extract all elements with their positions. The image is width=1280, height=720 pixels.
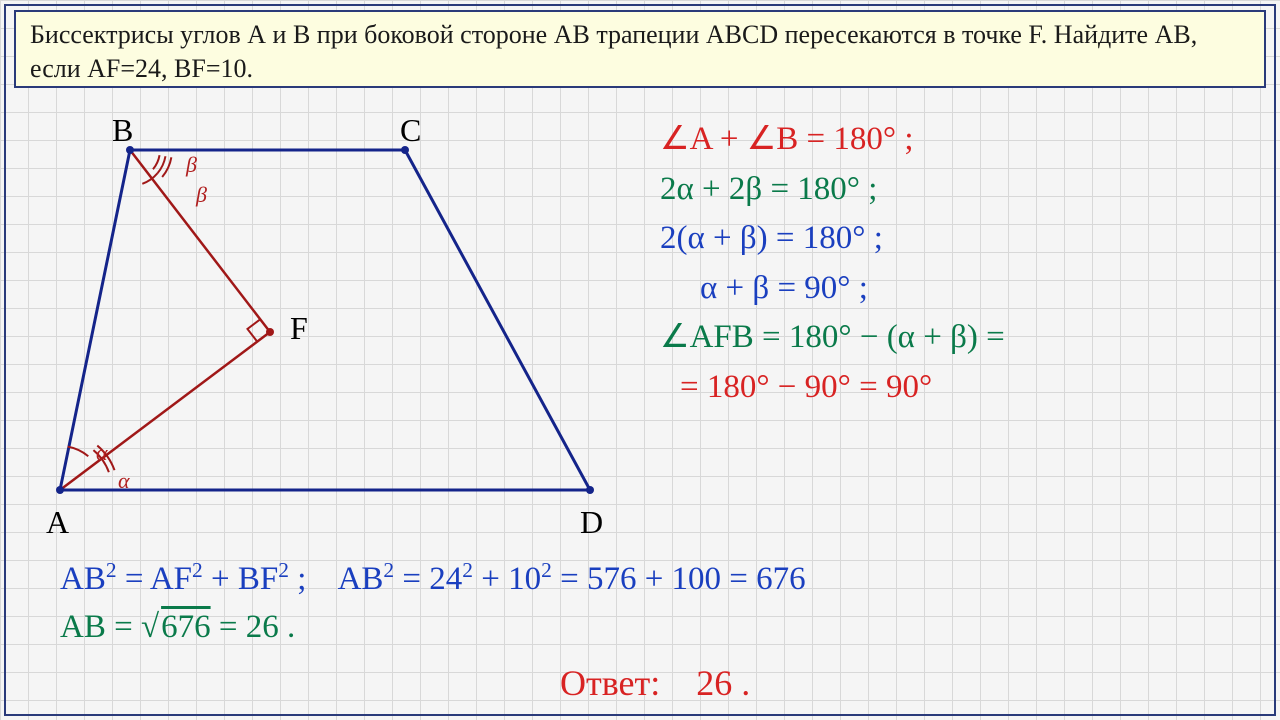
angle-alpha-2: α	[118, 468, 130, 494]
vertex-label-A: A	[46, 504, 69, 541]
angle-beta-1: β	[186, 152, 197, 178]
diagram-svg	[20, 110, 640, 540]
step-5: ∠AFB = 180° − (α + β) =	[660, 313, 1260, 363]
vertex-label-D: D	[580, 504, 603, 541]
pyth-1b: AB2 = 242 + 102 = 576 + 100 = 676	[338, 561, 806, 597]
step-1: ∠A + ∠B = 180° ;	[660, 115, 1260, 165]
pyth-line-1: AB2 = AF2 + BF2 ; AB2 = 242 + 102 = 576 …	[60, 555, 1260, 604]
vertex-label-C: C	[400, 112, 421, 149]
pyth-1a: AB2 = AF2 + BF2 ;	[60, 561, 306, 597]
answer-label: Ответ:	[560, 663, 660, 703]
angle-alpha-1: α	[96, 440, 108, 466]
problem-text: Биссектрисы углов А и В при боковой стор…	[30, 20, 1197, 83]
angle-beta-2: β	[196, 182, 207, 208]
step-4: α + β = 90° ;	[660, 264, 1260, 314]
vertex-label-F: F	[290, 310, 308, 347]
step-3: 2(α + β) = 180° ;	[660, 214, 1260, 264]
pythagoras-work: AB2 = AF2 + BF2 ; AB2 = 242 + 102 = 576 …	[60, 555, 1260, 652]
answer-value: 26 .	[696, 663, 750, 703]
pyth-line-2: AB = √676 = 26 .	[60, 604, 1260, 652]
step-2: 2α + 2β = 180° ;	[660, 165, 1260, 215]
vertex-label-B: B	[112, 112, 133, 149]
solution-steps: ∠A + ∠B = 180° ; 2α + 2β = 180° ; 2(α + …	[660, 115, 1260, 412]
problem-statement: Биссектрисы углов А и В при боковой стор…	[14, 10, 1266, 88]
geometry-diagram: A B C D F α α β β	[20, 110, 640, 540]
final-answer: Ответ: 26 .	[560, 662, 750, 704]
step-6: = 180° − 90° = 90°	[660, 363, 1260, 413]
